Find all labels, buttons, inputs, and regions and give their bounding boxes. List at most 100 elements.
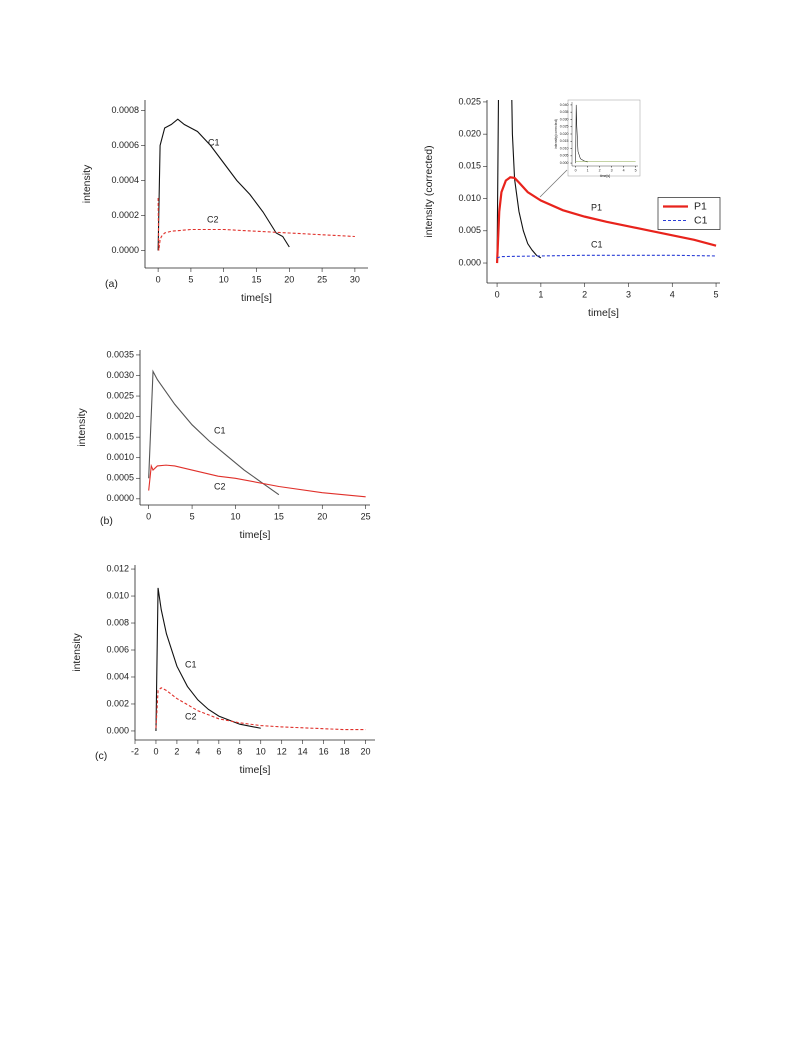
- x-tick-label: 3: [626, 289, 631, 299]
- legend-label: P1: [694, 200, 707, 212]
- chart-panel: 0.000 0.005 0.010 0.015 0.020 0.025 0.030 0.035…: [554, 99, 641, 178]
- series-line: [155, 587, 261, 731]
- x-tick-label: 0: [156, 274, 161, 284]
- x-tick-label: 5: [188, 274, 193, 284]
- x-tick-label: 4: [195, 746, 200, 756]
- x-tick-label: 0: [575, 168, 577, 172]
- y-tick-label: 0.0000: [111, 245, 139, 255]
- y-tick-label: 0.0015: [106, 432, 134, 442]
- x-tick-label: 2: [582, 289, 587, 299]
- legend-box: [657, 197, 721, 230]
- y-axis-title: intensity: [71, 632, 83, 671]
- x-tick-label: 0: [153, 746, 158, 756]
- y-tick-label: 0.035: [560, 110, 569, 114]
- series-line: [575, 104, 588, 164]
- annotation: C2: [185, 711, 197, 721]
- panel-label: (c): [95, 750, 107, 762]
- annotation: P1: [591, 202, 602, 212]
- panel-label: (a): [105, 278, 118, 290]
- y-tick-label: 0.004: [106, 671, 129, 681]
- y-tick-label: 0.040: [560, 103, 569, 107]
- y-tick-label: 0.0005: [106, 473, 134, 483]
- y-tick-label: 0.015: [458, 161, 481, 171]
- y-tick-label: 0.020: [458, 129, 481, 139]
- x-tick-label: 20: [284, 274, 294, 284]
- series-line: [496, 254, 717, 259]
- chart-panel: 0.0000 0.0002 0.0004 0.0006 0.0008 0 5 10 15 20 25…: [81, 100, 368, 304]
- y-tick-label: 0.030: [560, 117, 569, 121]
- annotation: C2: [207, 214, 219, 224]
- panel-label: (b): [100, 515, 113, 527]
- x-tick-label: 2: [174, 746, 179, 756]
- x-tick-label: 4: [623, 168, 625, 172]
- y-axis-title: intensity: [76, 407, 88, 446]
- y-tick-label: 0.0000: [106, 493, 134, 503]
- x-axis-title: time[s]: [241, 292, 272, 304]
- y-tick-label: 0.0035: [106, 349, 134, 359]
- x-tick-label: 1: [538, 289, 543, 299]
- x-tick-label: -2: [131, 746, 139, 756]
- series-line: [148, 369, 280, 496]
- x-tick-label: 10: [230, 511, 240, 521]
- y-tick-label: 0.0025: [106, 390, 134, 400]
- y-tick-label: 0.008: [106, 617, 129, 627]
- y-axis-title: intensity(corrected): [554, 119, 558, 149]
- annotation: C1: [208, 137, 220, 147]
- x-tick-label: 10: [256, 746, 266, 756]
- x-tick-label: 10: [219, 274, 229, 284]
- y-tick-label: 0.006: [106, 644, 129, 654]
- series-line: [157, 118, 290, 251]
- chart-panel: 0.0000 0.0005 0.0010 0.0015 0.0020 0.0025 0.00…: [76, 349, 371, 540]
- y-tick-label: 0.010: [560, 146, 569, 150]
- x-tick-label: 12: [277, 746, 287, 756]
- y-tick-label: 0.025: [458, 96, 481, 106]
- y-axis-title: intensity (corrected): [423, 145, 435, 237]
- y-tick-label: 0.005: [458, 225, 481, 235]
- series-line: [148, 463, 366, 498]
- inset-pointer: [539, 169, 568, 198]
- x-tick-label: 4: [670, 289, 675, 299]
- y-tick-label: 0.0030: [106, 370, 134, 380]
- chart-panel: 0.000 0.002 0.004 0.006 0.008 0.010 0.012 -2 0 2 4…: [71, 563, 375, 776]
- annotation: C1: [185, 659, 197, 669]
- x-tick-label: 0: [146, 511, 151, 521]
- x-tick-label: 25: [361, 511, 371, 521]
- x-tick-label: 20: [317, 511, 327, 521]
- x-tick-label: 2: [599, 168, 601, 172]
- legend-label: C1: [694, 214, 708, 226]
- x-tick-label: 8: [237, 746, 242, 756]
- series-line: [495, 176, 717, 264]
- x-tick-label: 3: [611, 168, 613, 172]
- x-tick-label: 15: [274, 511, 284, 521]
- y-tick-label: 0.025: [560, 125, 569, 129]
- y-tick-label: 0.0004: [111, 175, 139, 185]
- y-tick-label: 0.015: [560, 139, 569, 143]
- x-axis-title: time[s]: [240, 764, 271, 776]
- x-tick-label: 5: [635, 168, 637, 172]
- y-tick-label: 0.020: [560, 132, 569, 136]
- x-axis-title: time[s]: [588, 307, 619, 319]
- y-tick-label: 0.0008: [111, 105, 139, 115]
- y-axis-title: intensity: [81, 164, 93, 203]
- x-tick-label: 6: [216, 746, 221, 756]
- y-tick-label: 0.0020: [106, 411, 134, 421]
- x-tick-label: 18: [340, 746, 350, 756]
- y-tick-label: 0.005: [560, 154, 569, 158]
- y-tick-label: 0.000: [458, 257, 481, 267]
- x-tick-label: 25: [317, 274, 327, 284]
- x-tick-label: 20: [361, 746, 371, 756]
- x-tick-label: 16: [319, 746, 329, 756]
- y-tick-label: 0.000: [560, 161, 569, 165]
- series-line: [155, 687, 366, 731]
- x-axis-title: time[s]: [600, 174, 610, 178]
- y-tick-label: 0.002: [106, 698, 129, 708]
- x-tick-label: 1: [587, 168, 589, 172]
- inset-frame: [567, 99, 641, 177]
- y-tick-label: 0.000: [106, 725, 129, 735]
- annotation: C2: [214, 481, 226, 491]
- x-tick-label: 0: [495, 289, 500, 299]
- annotation: C1: [591, 239, 603, 249]
- x-axis-title: time[s]: [240, 529, 271, 541]
